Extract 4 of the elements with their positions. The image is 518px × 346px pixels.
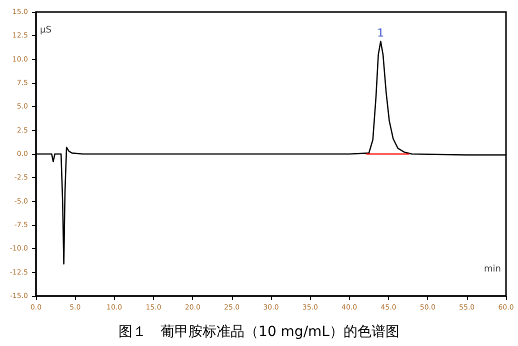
annotation: 1 — [377, 26, 384, 40]
y-axis-title: µS — [40, 26, 52, 36]
text: 图１ 葡甲胺标准品（10 mg/mL）的色谱图 — [118, 324, 400, 340]
x-axis-title: min — [484, 264, 501, 274]
